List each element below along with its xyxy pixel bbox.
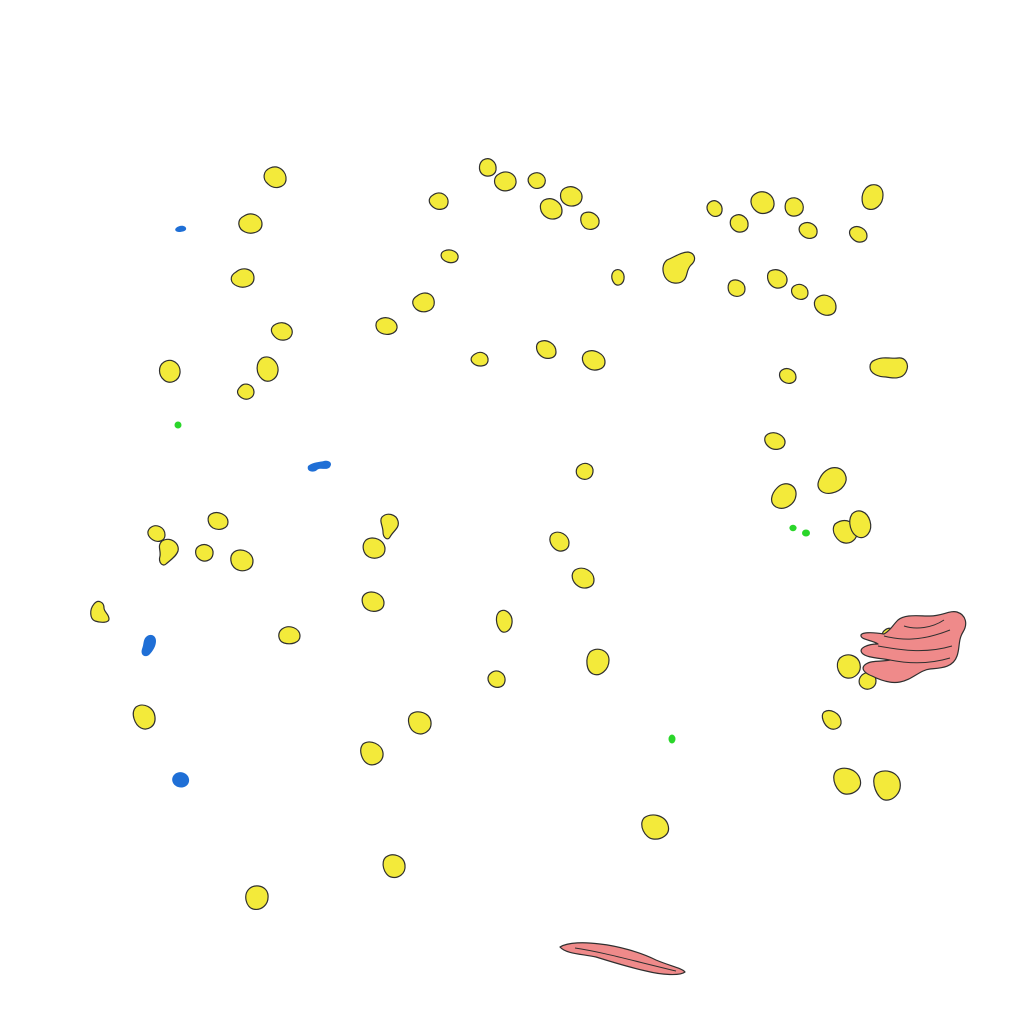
yellow-blob — [407, 711, 432, 735]
yellow-blob — [821, 709, 842, 730]
yellow-blob — [861, 184, 884, 210]
yellow-blob — [575, 462, 594, 480]
yellow-blob — [873, 770, 901, 801]
yellow-blob — [559, 186, 583, 207]
yellow-blob — [727, 279, 746, 297]
pink-structure-edge — [883, 629, 951, 640]
yellow-blob — [158, 359, 181, 383]
pink-structure-edge — [574, 947, 677, 972]
blue-blob — [172, 772, 190, 788]
yellow-blob — [375, 317, 398, 335]
yellow-blob — [236, 383, 255, 400]
yellow-blob — [750, 191, 775, 215]
blue-blob — [307, 460, 332, 472]
yellow-blob — [706, 200, 723, 217]
yellow-blob — [766, 269, 788, 289]
pink-structures — [559, 610, 967, 976]
yellow-blob — [380, 513, 399, 540]
yellow-blob — [256, 356, 279, 382]
yellow-blob — [382, 854, 406, 879]
yellow-blob — [428, 192, 449, 210]
green-blob — [802, 529, 810, 537]
pink-structure-right — [860, 610, 967, 684]
yellow-blob — [778, 367, 797, 384]
yellow-blob — [263, 166, 287, 189]
yellow-blob — [611, 268, 625, 286]
yellow-blob — [495, 609, 513, 633]
yellow-blob — [586, 648, 610, 676]
yellow-blob — [798, 221, 818, 239]
yellow-blob — [230, 268, 255, 288]
yellow-blob — [817, 467, 847, 494]
yellow-blob — [90, 600, 110, 623]
yellow-blob — [361, 591, 385, 612]
yellow-blob — [833, 767, 862, 795]
yellow-blob — [535, 340, 557, 359]
yellow-blob — [270, 322, 293, 341]
yellow-blob — [360, 741, 384, 766]
blue-blob — [141, 634, 156, 657]
yellow-blob — [478, 158, 497, 177]
yellow-blob — [278, 626, 301, 645]
yellow-blob — [771, 483, 797, 509]
yellow-blob — [539, 198, 563, 220]
green-blob — [789, 524, 797, 532]
yellow-blob — [869, 357, 909, 379]
yellow-blob — [836, 654, 861, 679]
yellow-blob — [549, 531, 570, 552]
yellow-blob — [207, 511, 229, 530]
blue-blob — [175, 225, 187, 232]
yellow-blob — [147, 525, 166, 542]
yellow-blob — [764, 432, 786, 450]
pink-structure-edge — [877, 645, 953, 652]
yellow-blob — [813, 294, 837, 316]
yellow-blob — [238, 213, 263, 234]
yellow-blob — [784, 197, 804, 217]
yellow-blob — [848, 225, 868, 243]
yellow-blob — [729, 214, 749, 233]
yellow-blobs — [90, 158, 909, 910]
yellow-blob — [195, 543, 214, 562]
blue-blobs — [141, 225, 332, 788]
yellow-blob — [790, 283, 809, 300]
yellow-blob — [230, 549, 254, 572]
yellow-blob — [493, 171, 517, 192]
yellow-blob — [581, 350, 606, 371]
yellow-blob — [362, 537, 386, 559]
yellow-blob — [662, 251, 696, 284]
yellow-blob — [412, 292, 435, 313]
yellow-blob — [440, 249, 459, 264]
yellow-blob — [527, 172, 546, 189]
yellow-blob — [132, 704, 156, 730]
yellow-blob — [580, 211, 600, 230]
green-blob — [668, 734, 676, 744]
yellow-blob — [487, 670, 506, 688]
yellow-blob — [571, 567, 595, 589]
yellow-blob — [641, 814, 670, 840]
pink-structure-edge — [889, 657, 951, 664]
green-blobs — [174, 421, 810, 744]
yellow-blob — [470, 351, 489, 367]
yellow-blob — [158, 538, 179, 566]
yellow-blob — [245, 885, 269, 910]
green-blob — [174, 421, 182, 429]
yellow-blob — [849, 510, 872, 539]
pink-structure-edge — [903, 619, 945, 629]
